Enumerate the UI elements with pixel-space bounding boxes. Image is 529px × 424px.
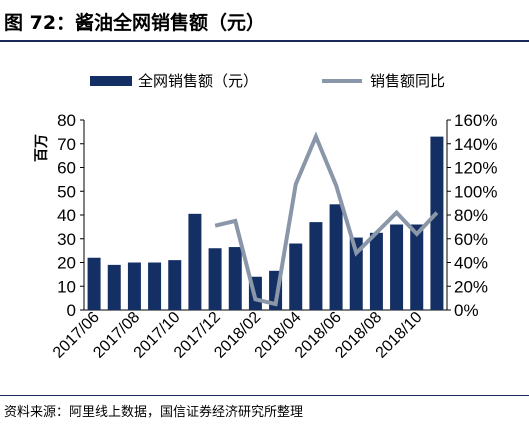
line-yoy — [214, 131, 439, 307]
y-right-tick-label: 100% — [454, 182, 497, 201]
bar-sales — [148, 262, 162, 310]
y-left-tick-label: 60 — [57, 159, 76, 178]
bar-sales — [289, 243, 303, 310]
footer-rule — [0, 395, 529, 396]
source-note: 资料来源：阿里线上数据，国信证券经济研究所整理 — [4, 405, 304, 420]
y-right-tick-label: 60% — [454, 230, 488, 249]
bar-sales — [329, 204, 343, 310]
bar-sales — [369, 232, 383, 310]
y-right-tick-label: 80% — [454, 206, 488, 225]
bar-sales — [208, 248, 222, 310]
bar-sales — [228, 247, 242, 310]
bar-sales — [430, 136, 444, 310]
bar-sales — [168, 260, 182, 310]
y-left-tick-label: 30 — [57, 230, 76, 249]
y-left-tick-label: 20 — [57, 254, 76, 273]
y-left-axis-label: 百万 — [33, 134, 49, 162]
figure-title: 图 72：酱油全网销售额（元） — [4, 12, 266, 34]
legend-label-yoy: 销售额同比 — [370, 73, 445, 90]
y-right-tick-label: 20% — [454, 277, 488, 296]
bar-sales — [188, 213, 202, 310]
bar-sales — [390, 224, 404, 310]
y-left-tick-label: 10 — [57, 277, 76, 296]
y-right-tick-label: 0% — [454, 301, 479, 320]
y-left-tick-label: 80 — [57, 111, 76, 130]
y-left-tick-label: 0 — [67, 301, 76, 320]
y-left-tick-label: 40 — [57, 206, 76, 225]
y-left-tick-label: 50 — [57, 182, 76, 201]
bar-sales — [127, 262, 141, 310]
bar-sales — [107, 264, 121, 310]
y-right-tick-label: 40% — [454, 254, 488, 273]
bar-sales — [87, 257, 101, 310]
legend-label-sales: 全网销售额（元） — [138, 72, 258, 90]
y-right-tick-label: 120% — [454, 159, 497, 178]
y-right-tick-label: 140% — [454, 135, 497, 154]
combo-chart: 全网销售额（元） 销售额同比 0 10 20 30 40 50 60 70 80 0% 20% 40% 60… — [33, 72, 497, 362]
legend-swatch-sales — [90, 76, 132, 86]
bar-sales — [349, 237, 363, 310]
y-right-tick-label: 160% — [454, 111, 497, 130]
title-rule — [0, 40, 529, 42]
title-bar: 图 72：酱油全网销售额（元） — [0, 0, 529, 42]
bar-sales — [410, 224, 424, 310]
y-left-tick-label: 70 — [57, 135, 76, 154]
bar-sales — [309, 222, 323, 310]
